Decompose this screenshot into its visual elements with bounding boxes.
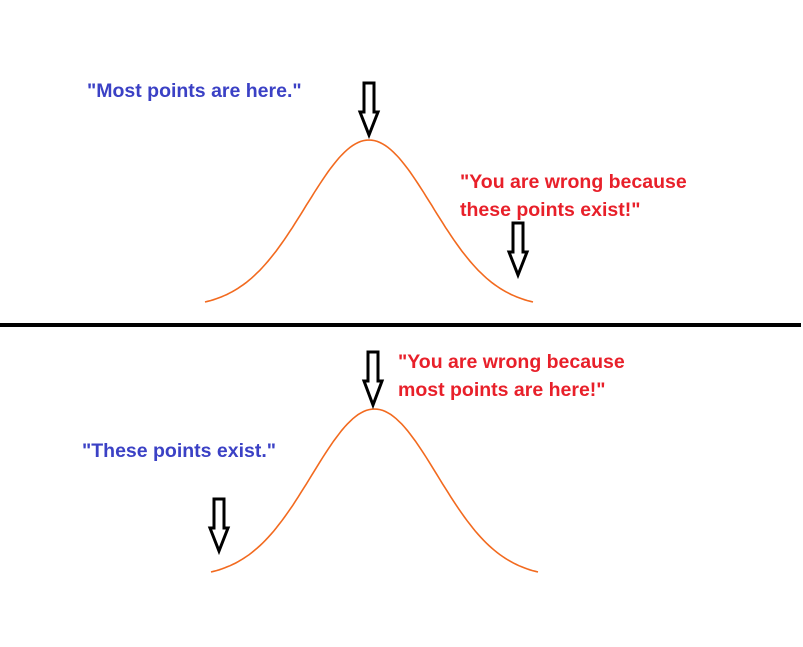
down-arrow — [361, 350, 385, 410]
down-arrow — [207, 497, 231, 556]
bell-curve — [210, 408, 539, 573]
down-arrow — [506, 221, 530, 280]
reply-text: most points are here!" — [398, 379, 606, 401]
reply-text: "You are wrong because — [398, 351, 625, 373]
claim-text: "Most points are here." — [87, 80, 302, 102]
reply-text: these points exist!" — [460, 199, 640, 221]
down-arrow — [357, 81, 381, 140]
claim-text: "These points exist." — [82, 440, 276, 462]
reply-text: "You are wrong because — [460, 171, 687, 193]
bell-curve — [204, 139, 534, 303]
